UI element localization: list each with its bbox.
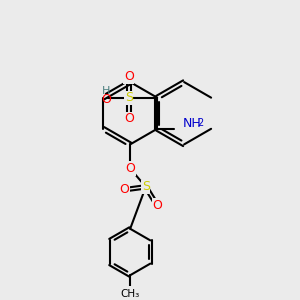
Text: O: O (124, 70, 134, 83)
Text: CH₃: CH₃ (121, 289, 140, 298)
Text: S: S (142, 180, 150, 194)
Text: O: O (124, 112, 134, 125)
Text: H: H (102, 85, 110, 96)
Text: O: O (101, 93, 111, 106)
Text: NH: NH (183, 117, 201, 130)
Text: O: O (152, 199, 162, 212)
Text: O: O (125, 162, 135, 175)
Text: O: O (120, 183, 129, 196)
Text: S: S (125, 91, 133, 104)
Text: 2: 2 (197, 118, 204, 128)
